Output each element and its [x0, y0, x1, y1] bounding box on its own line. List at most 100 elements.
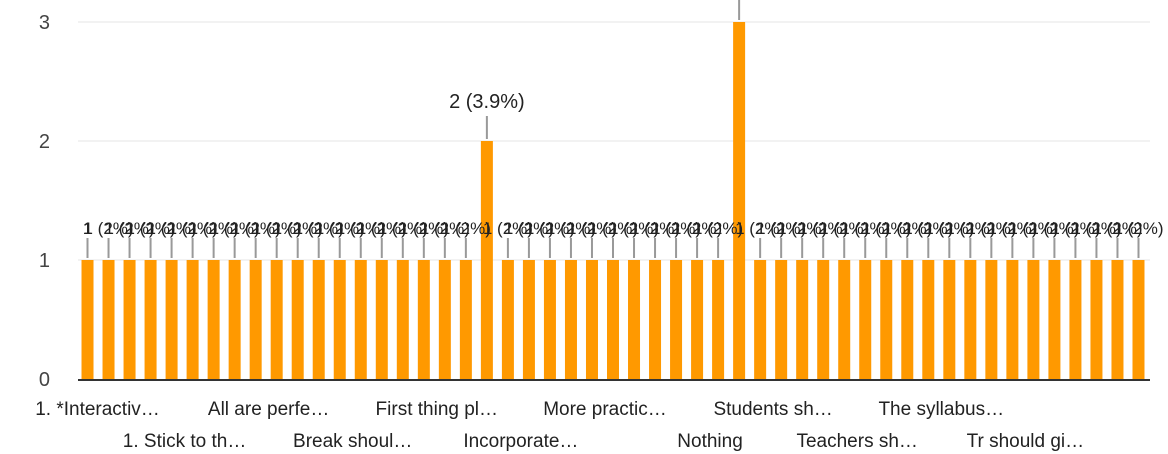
bar	[585, 260, 598, 379]
data-label: 1 (2%)	[252, 219, 302, 238]
x-category-label: Nothing	[677, 431, 743, 452]
bar	[901, 260, 914, 379]
data-label: 1 (2%)	[798, 219, 848, 238]
x-category-label: All are perfe…	[208, 399, 329, 420]
data-label: 1 (2%)	[840, 219, 890, 238]
bar	[985, 260, 998, 379]
bar	[1006, 260, 1019, 379]
x-category-label: Incorporate…	[463, 431, 578, 452]
data-label: 1 (2%)	[483, 219, 533, 238]
bar	[733, 22, 746, 379]
bar	[123, 260, 136, 379]
bar	[522, 260, 535, 379]
bar	[754, 260, 767, 379]
bar	[1027, 260, 1040, 379]
bar	[670, 260, 683, 379]
data-label: 1 (2%)	[420, 219, 470, 238]
data-label: 1 (2%)	[567, 219, 617, 238]
bar	[438, 260, 451, 379]
data-label: 1	[83, 219, 92, 238]
bar	[102, 260, 115, 379]
data-label: 1 (2%)	[525, 219, 575, 238]
data-label: 1 (2%)	[210, 219, 260, 238]
bar	[1069, 260, 1082, 379]
x-category-label: First thing pl…	[376, 399, 498, 420]
data-label: 1 (2%)	[83, 219, 133, 238]
data-label: 1 (2%)	[231, 219, 281, 238]
data-label: 1 (2%)	[315, 219, 365, 238]
data-label: 1 (2%)	[861, 219, 911, 238]
data-label: 1 (2%)	[966, 219, 1016, 238]
bar	[543, 260, 556, 379]
bar	[186, 260, 199, 379]
bars	[81, 22, 1145, 379]
data-label: 2 (3.9%)	[449, 91, 525, 113]
bar	[459, 260, 472, 379]
bar	[964, 260, 977, 379]
bar	[838, 260, 851, 379]
bar	[81, 260, 94, 379]
bar	[1048, 260, 1061, 379]
y-tick-label: 0	[39, 369, 50, 391]
bar	[375, 260, 388, 379]
data-label: 1 (2%)	[693, 219, 743, 238]
y-tick-label: 1	[39, 250, 50, 272]
data-label: 1 (2%)	[273, 219, 323, 238]
x-category-label: More practic…	[543, 399, 667, 420]
data-label: 1 (2%)	[756, 219, 806, 238]
bar	[859, 260, 872, 379]
data-label: 1 (2%)	[147, 219, 197, 238]
bar	[165, 260, 178, 379]
bar	[249, 260, 262, 379]
data-label: 1 (2%)	[294, 219, 344, 238]
bar	[943, 260, 956, 379]
bar	[144, 260, 157, 379]
data-label: 1 (2%)	[1092, 219, 1142, 238]
bar	[564, 260, 577, 379]
data-label: 1 (2%)	[735, 219, 785, 238]
bar	[1132, 260, 1145, 379]
bar	[270, 260, 283, 379]
data-label: 1 (2%)	[1071, 219, 1121, 238]
x-axis-labels: 1. *Interactiv… 1. Stick to th… All are pe…	[35, 399, 1084, 452]
x-category-label: Teachers sh…	[796, 431, 917, 452]
bar	[228, 260, 241, 379]
x-category-label: The syllabus…	[878, 399, 1004, 420]
data-label: 1 (2%)	[126, 219, 176, 238]
data-label: 1 (2%)	[630, 219, 680, 238]
bar	[312, 260, 325, 379]
data-label: 1 (2%)	[546, 219, 596, 238]
bar	[775, 260, 788, 379]
bar	[649, 260, 662, 379]
bar	[417, 260, 430, 379]
bar	[396, 260, 409, 379]
x-category-label: Break shoul…	[293, 431, 412, 452]
bar	[1090, 260, 1103, 379]
bar	[1111, 260, 1124, 379]
bar	[480, 141, 493, 379]
data-label: 1 (2%)	[357, 219, 407, 238]
data-label: 1 (2%)	[903, 219, 953, 238]
data-labels: 11 (2%)1 (2%)1 (2%)1 (2%)1 (2%)1 (2%)1 (…	[83, 0, 1164, 258]
bar	[501, 260, 514, 379]
data-label: 1 (2%)	[651, 219, 701, 238]
data-label: 1 (2%)	[441, 219, 491, 238]
data-label: 1 (2%)	[504, 219, 554, 238]
bar	[291, 260, 304, 379]
data-label: 1 (2%)	[777, 219, 827, 238]
data-label: 1 (2%)	[1050, 219, 1100, 238]
data-label: 1 (2%)	[189, 219, 239, 238]
data-label: 1 (2%)	[399, 219, 449, 238]
x-category-label: Tr should gi…	[967, 431, 1085, 452]
bar	[333, 260, 346, 379]
data-label: 1 (2%)	[1008, 219, 1058, 238]
data-label: 1 (2%)	[588, 219, 638, 238]
y-tick-label: 2	[39, 131, 50, 153]
y-axis-ticks: 0 1 2 3	[39, 12, 50, 391]
data-label: 1 (2%)	[672, 219, 722, 238]
data-label: 1 (2%)	[105, 219, 155, 238]
data-label: 1 (2%)	[924, 219, 974, 238]
data-label: 1 (2%)	[987, 219, 1037, 238]
bar	[207, 260, 220, 379]
